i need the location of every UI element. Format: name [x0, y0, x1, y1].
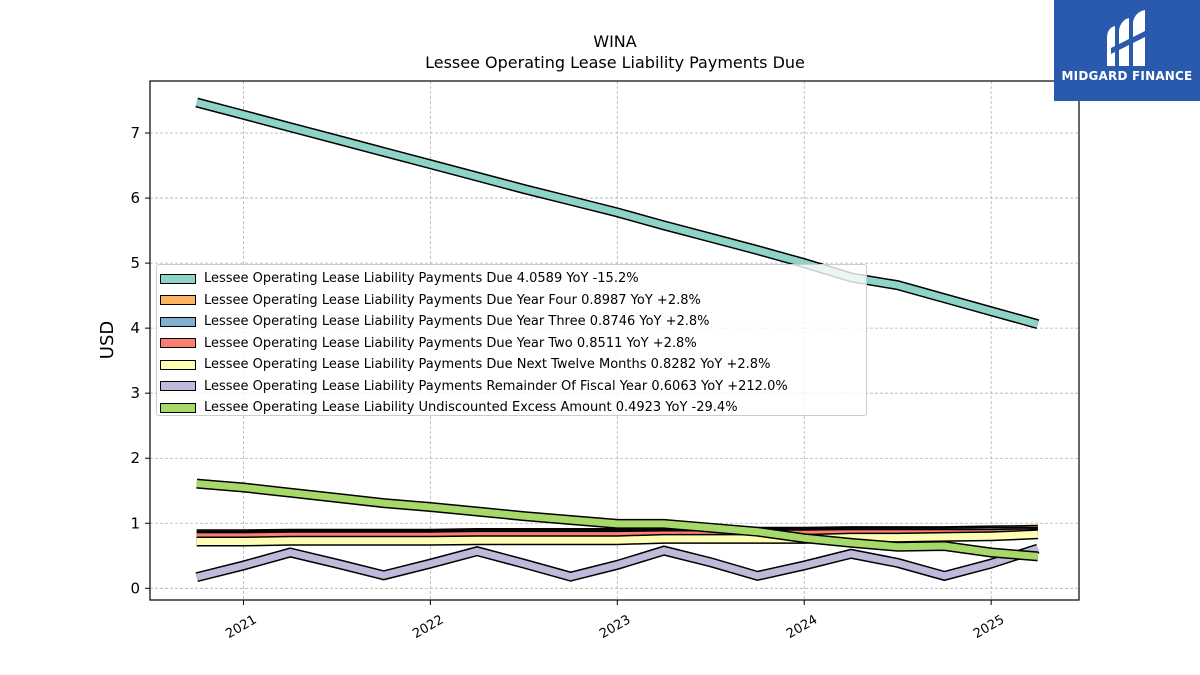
- legend-label: Lessee Operating Lease Liability Undisco…: [204, 400, 738, 416]
- series-6: [196, 478, 1039, 562]
- legend-swatch: [160, 316, 196, 327]
- x-tick-label: 2025: [971, 612, 1007, 642]
- series-line: [195, 99, 1039, 328]
- legend: Lessee Operating Lease Liability Payment…: [156, 264, 867, 416]
- x-tick-label: 2024: [784, 612, 820, 642]
- chart-subtitle: Lessee Operating Lease Liability Payment…: [425, 53, 805, 72]
- legend-label: Lessee Operating Lease Liability Payment…: [204, 314, 710, 330]
- legend-swatch: [160, 381, 196, 392]
- x-tick-label: 2021: [223, 612, 259, 642]
- plot-frame: [149, 80, 1080, 601]
- legend-swatch: [160, 359, 196, 370]
- series-4: [196, 529, 1039, 547]
- y-tick-label: 5: [130, 254, 140, 272]
- y-axis-label: USD: [97, 321, 118, 359]
- logo-text: MIDGARD FINANCE: [1061, 69, 1193, 83]
- legend-label: Lessee Operating Lease Liability Payment…: [204, 335, 697, 351]
- legend-item: Lessee Operating Lease Liability Payment…: [160, 354, 866, 376]
- series-line: [196, 480, 1039, 560]
- legend-swatch: [160, 338, 196, 349]
- legend-item: Lessee Operating Lease Liability Payment…: [160, 268, 866, 290]
- logo: MIDGARD FINANCE: [1054, 0, 1200, 101]
- y-tick-label: 1: [130, 514, 140, 532]
- series-layer: [195, 97, 1040, 583]
- legend-label: Lessee Operating Lease Liability Payment…: [204, 271, 639, 287]
- series-5: [195, 543, 1040, 583]
- chart-title: WINA: [593, 32, 637, 51]
- midgard-m-logo-icon: [1107, 10, 1147, 66]
- legend-item: Lessee Operating Lease Liability Payment…: [160, 311, 866, 333]
- series-0: [195, 97, 1040, 330]
- legend-item: Lessee Operating Lease Liability Payment…: [160, 376, 866, 398]
- y-tick-label: 2: [130, 449, 140, 467]
- y-tick-label: 7: [130, 124, 140, 142]
- legend-swatch: [160, 295, 196, 306]
- legend-label: Lessee Operating Lease Liability Payment…: [204, 357, 771, 373]
- legend-label: Lessee Operating Lease Liability Payment…: [204, 292, 701, 308]
- legend-label: Lessee Operating Lease Liability Payment…: [204, 378, 788, 394]
- legend-swatch: [160, 273, 196, 284]
- y-tick-label: 0: [130, 579, 140, 597]
- y-tick-label: 4: [130, 319, 140, 337]
- x-tick-label: 2023: [597, 612, 633, 642]
- series-line: [195, 545, 1039, 581]
- y-tick-label: 3: [130, 384, 140, 402]
- legend-item: Lessee Operating Lease Liability Payment…: [160, 290, 866, 312]
- legend-item: Lessee Operating Lease Liability Undisco…: [160, 397, 866, 419]
- x-tick-label: 2022: [410, 612, 446, 642]
- y-tick-label: 6: [130, 189, 140, 207]
- legend-item: Lessee Operating Lease Liability Payment…: [160, 333, 866, 355]
- series-line: [196, 530, 1039, 545]
- legend-swatch: [160, 402, 196, 413]
